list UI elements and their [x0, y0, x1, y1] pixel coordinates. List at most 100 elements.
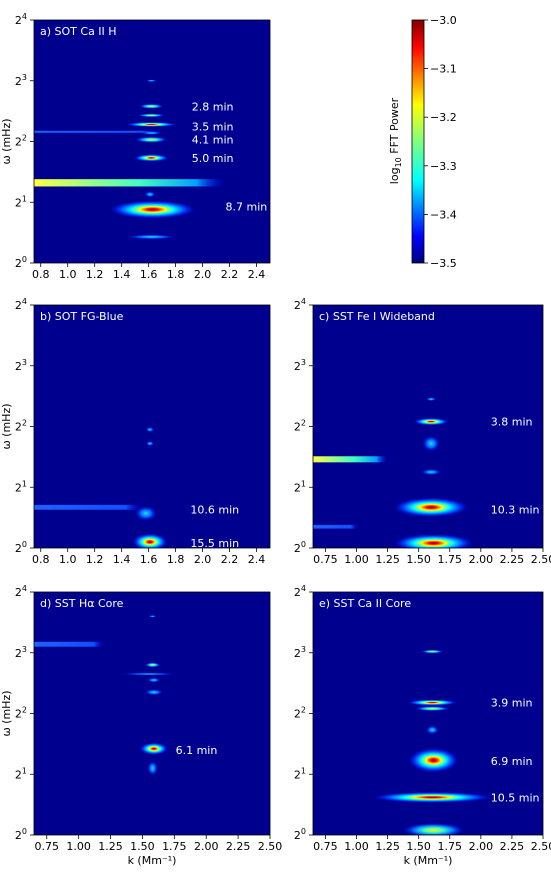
y-tick-exponent: 3	[22, 358, 27, 367]
colorbar-tick-label: −3.1	[430, 63, 457, 76]
heatmap-features	[372, 649, 493, 835]
heatmap-peak	[144, 662, 161, 668]
y-tick-exponent: 1	[301, 479, 306, 488]
x-tick-label: 1.50	[406, 553, 431, 566]
y-axis-label: ω (mHz)	[0, 118, 13, 164]
x-tick-label: 1.00	[66, 840, 91, 853]
y-tick-exponent: 1	[22, 479, 27, 488]
y-tick-exponent: 0	[22, 255, 27, 264]
x-tick-label: 0.75	[313, 553, 338, 566]
heatmap-peak	[125, 122, 177, 127]
y-tick-label: 24	[15, 297, 27, 312]
colorbar-ticks: −3.0 −3.1 −3.2 −3.3 −3.4 −3.5	[424, 14, 457, 270]
x-tick-label: 1.00	[344, 553, 369, 566]
period-annotation: 8.7 min	[225, 201, 267, 214]
heatmap-peak	[421, 649, 444, 654]
y-tick-base: 2	[15, 421, 22, 434]
heatmap-ridge	[34, 130, 163, 133]
period-annotation: 10.5 min	[491, 791, 540, 804]
panel-title: a) SOT Ca II H	[40, 25, 117, 38]
x-tick-label: 0.8	[32, 268, 50, 281]
colorbar: −3.0 −3.1 −3.2 −3.3 −3.4 −3.5 log10 FFT Power	[388, 14, 457, 270]
colorbar-label-base: log	[388, 167, 401, 184]
y-tick-exponent: 1	[22, 766, 27, 775]
colorbar-tick-label: −3.2	[430, 111, 457, 124]
x-tick-label: 1.75	[438, 553, 463, 566]
y-tick-base: 2	[15, 14, 22, 27]
y-tick-base: 2	[294, 768, 301, 781]
y-tick-label: 21	[15, 766, 27, 781]
y-tick-base: 2	[15, 586, 22, 599]
y-tick-label: 20	[294, 827, 306, 842]
x-tick-label: 1.00	[344, 840, 369, 853]
x-tick-label: 1.2	[86, 553, 104, 566]
y-tick-label: 22	[15, 419, 27, 434]
y-tick-label: 21	[15, 479, 27, 494]
x-tick-label: 2.4	[248, 553, 266, 566]
y-tick-exponent: 4	[22, 297, 27, 306]
x-tick-label: 2.25	[226, 840, 251, 853]
y-axis-label: ω (mHz)	[0, 690, 13, 736]
x-axis-label: k (Mm⁻¹)	[128, 854, 177, 867]
x-tick-label: 2.25	[500, 553, 525, 566]
panel-c: c) SST Fe I Wideband 3.8 min 10.3 min 0.75 1…	[294, 297, 551, 566]
period-annotation: 10.6 min	[190, 504, 239, 517]
y-tick-exponent: 1	[301, 766, 306, 775]
panel-b: b) SOT FG-Blue 10.6 min 15.5 min 0.8 1.0 1.2 1…	[0, 297, 271, 566]
y-tick-label: 21	[15, 194, 27, 209]
x-tick-label: 2.4	[248, 268, 266, 281]
x-tick-label: 2.00	[194, 840, 219, 853]
x-tick-label: 2.00	[469, 553, 494, 566]
y-tick-label: 20	[15, 255, 27, 270]
y-tick-exponent: 2	[301, 419, 306, 428]
y-tick-exponent: 0	[301, 540, 306, 549]
x-tick-label: 2.25	[500, 840, 525, 853]
y-tick-base: 2	[15, 829, 22, 842]
heatmap-peak	[132, 533, 168, 548]
x-tick-label: 2.2	[221, 268, 239, 281]
x-tick-label: 1.6	[140, 553, 158, 566]
panel-title: e) SST Ca II Core	[319, 597, 411, 610]
panel-title: d) SST Hα Core	[40, 597, 124, 610]
x-tick-label: 2.50	[531, 553, 551, 566]
y-tick-exponent: 0	[301, 827, 306, 836]
y-tick-label: 20	[15, 540, 27, 555]
x-tick-label: 1.0	[59, 553, 77, 566]
heatmap-peak	[109, 200, 196, 219]
y-tick-exponent: 4	[22, 584, 27, 593]
heatmap-peak	[147, 760, 158, 776]
heatmap-peak	[120, 672, 177, 676]
x-tick-label: 1.75	[438, 840, 463, 853]
y-tick-base: 2	[294, 647, 301, 660]
x-tick-label: 1.2	[86, 268, 104, 281]
y-tick-exponent: 0	[22, 540, 27, 549]
panel-e: e) SST Ca II Core 3.9 min 6.9 min 10.5 min 0…	[294, 584, 551, 867]
y-tick-base: 2	[294, 708, 301, 721]
y-tick-base: 2	[15, 708, 22, 721]
colorbar-label: log10 FFT Power	[388, 97, 403, 184]
x-tick-label: 1.50	[130, 840, 155, 853]
y-tick-label: 22	[15, 134, 27, 149]
heatmap-peak	[422, 435, 440, 452]
heatmap-peak	[414, 706, 450, 712]
period-annotation: 10.3 min	[491, 504, 540, 517]
y-tick-label: 24	[294, 297, 306, 312]
heatmap-peak	[144, 191, 156, 198]
heatmap-peak	[145, 79, 157, 82]
y-tick-base: 2	[15, 299, 22, 312]
heatmap-peak	[148, 615, 157, 618]
y-tick-exponent: 1	[22, 194, 27, 203]
x-tick-label: 1.50	[406, 840, 431, 853]
y-tick-exponent: 3	[301, 645, 306, 654]
heatmap-peak	[135, 506, 157, 521]
y-tick-exponent: 2	[22, 706, 27, 715]
period-annotation: 5.0 min	[192, 152, 234, 165]
heatmap-peak	[413, 417, 449, 426]
x-tick-label: 1.4	[113, 268, 131, 281]
heatmap-peak	[407, 699, 458, 706]
x-tick-label: 1.8	[167, 553, 185, 566]
y-tick-base: 2	[294, 481, 301, 494]
